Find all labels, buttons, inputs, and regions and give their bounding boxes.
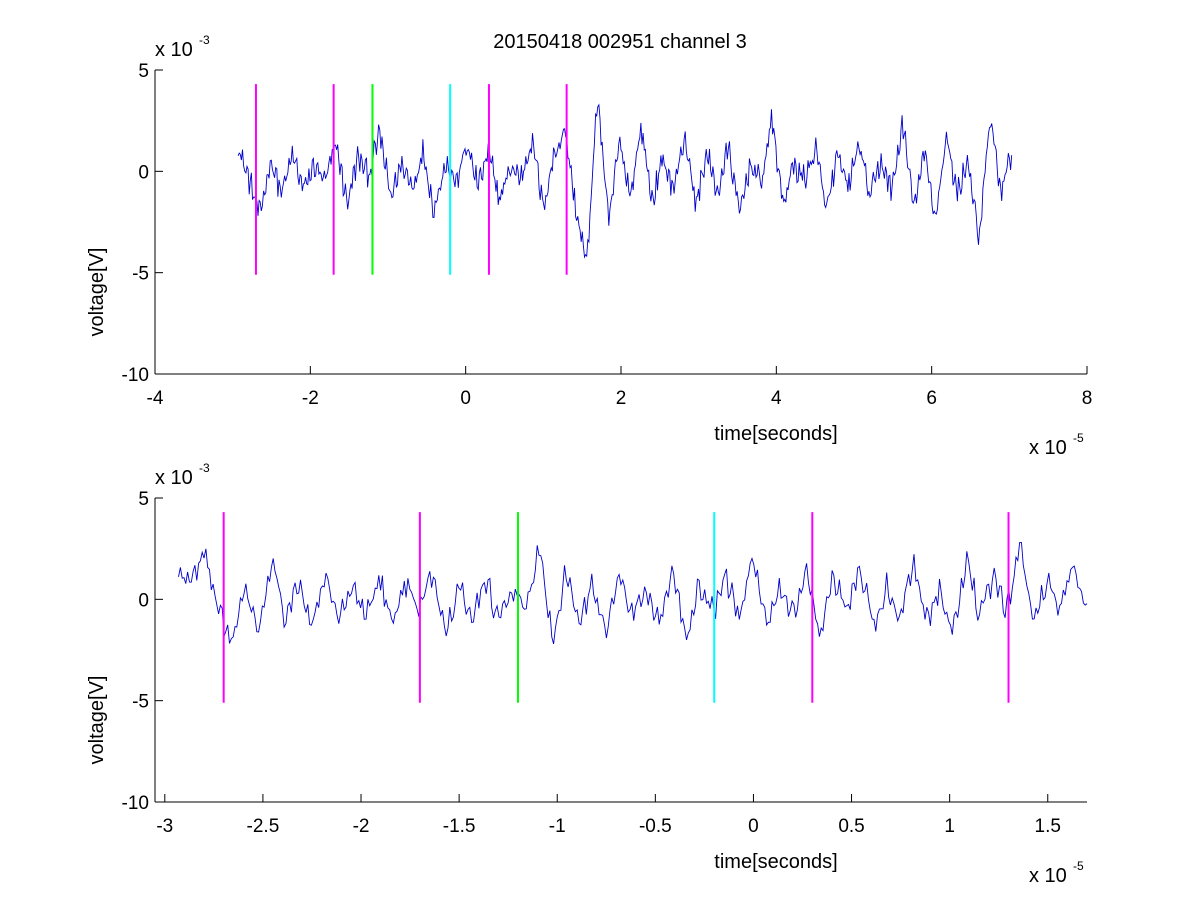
y-tick-label: -10 — [122, 793, 149, 814]
y-axis-label: voltage[V] — [86, 248, 108, 337]
x-tick-label: -2.5 — [247, 816, 280, 837]
y-tick-label: -10 — [122, 365, 149, 386]
y-axis-label: voltage[V] — [86, 676, 108, 765]
y-multiplier: x 10 — [155, 467, 193, 489]
x-multiplier-exponent: -5 — [1073, 431, 1084, 445]
y-tick-label: -5 — [132, 692, 149, 713]
figure-title: 20150418 002951 channel 3 — [493, 31, 747, 53]
x-tick-label: -1 — [549, 816, 566, 837]
y-multiplier: x 10 — [155, 39, 193, 61]
x-axis-label: time[seconds] — [714, 423, 837, 445]
x-axis-label: time[seconds] — [714, 851, 837, 873]
x-tick-label: -1.5 — [443, 816, 476, 837]
signal-trace — [179, 543, 1088, 644]
y-multiplier-exponent: -3 — [199, 461, 210, 475]
x-multiplier-exponent: -5 — [1073, 859, 1084, 873]
signal-trace — [238, 105, 1012, 257]
y-tick-label: 0 — [138, 590, 149, 611]
y-multiplier-exponent: -3 — [199, 33, 210, 47]
x-tick-label: 8 — [1082, 388, 1093, 409]
plot-top: -4 -2 0 2 4 6 8 -10 -5 0 5 time[seconds] voltage[V] x… — [86, 33, 1092, 459]
x-tick-label: 1.5 — [1035, 816, 1061, 837]
x-tick-label: -2 — [353, 816, 370, 837]
x-tick-label: 0 — [460, 388, 471, 409]
x-tick-label: 2 — [616, 388, 627, 409]
y-tick-label: 5 — [138, 61, 149, 82]
x-tick-label: -0.5 — [639, 816, 672, 837]
x-tick-label: 6 — [926, 388, 937, 409]
figure: 20150418 002951 channel 3 -4 -2 0 2 4 6 8-10-5… — [0, 0, 1200, 901]
x-tick-label: 0.5 — [838, 816, 864, 837]
x-tick-label: -4 — [147, 388, 164, 409]
x-tick-label: 4 — [771, 388, 782, 409]
y-tick-label: 0 — [138, 162, 149, 183]
plot-bottom: -3 -2.5 -2 -1.5 -1 -0.5 0 0.5 1 1.5 -10 -5 0 5 time[se… — [86, 461, 1087, 887]
x-tick-label: -3 — [156, 816, 173, 837]
y-tick-label: 5 — [138, 489, 149, 510]
y-tick-label: -5 — [132, 264, 149, 285]
x-multiplier: x 10 — [1029, 437, 1067, 459]
x-tick-label: 1 — [944, 816, 955, 837]
x-tick-label: 0 — [748, 816, 759, 837]
x-multiplier: x 10 — [1029, 865, 1067, 887]
x-tick-label: -2 — [302, 388, 319, 409]
